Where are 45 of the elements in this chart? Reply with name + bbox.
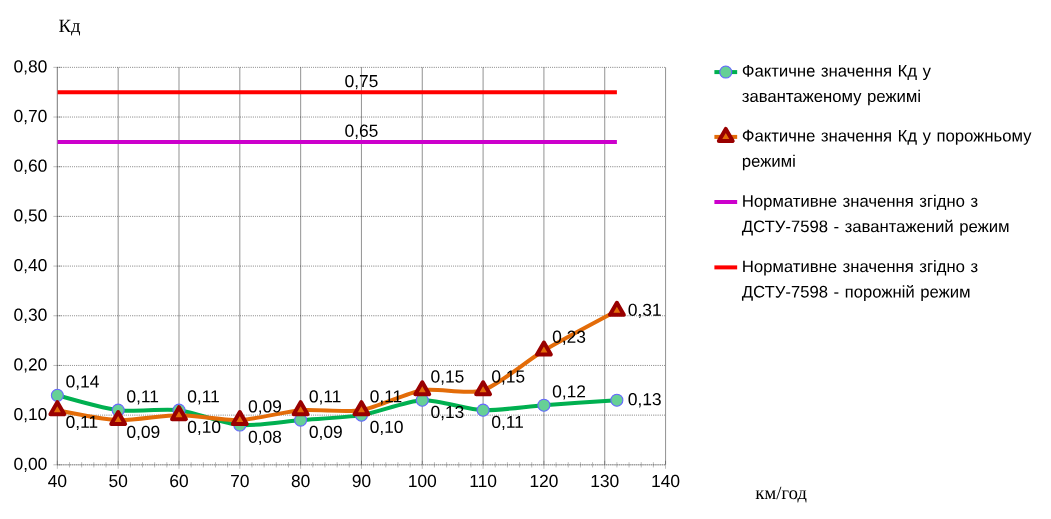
y-tick-label: 0,40 — [14, 258, 47, 274]
x-tick-label: 50 — [109, 474, 128, 488]
data-label: 0,31 — [628, 303, 661, 319]
data-label: 0,11 — [309, 390, 341, 405]
x-axis-title: км/год — [755, 486, 807, 503]
y-tick-label: 0,70 — [14, 109, 47, 125]
y-tick-label: 0,20 — [14, 358, 47, 373]
data-label: 0,75 — [345, 75, 378, 90]
data-label: 0,13 — [628, 393, 661, 408]
y-tick-label: 0,00 — [14, 457, 47, 473]
data-label: 0,09 — [127, 425, 160, 441]
data-label: 0,11 — [187, 390, 219, 405]
x-tick-label: 100 — [409, 474, 437, 488]
x-tick-label: 140 — [652, 474, 680, 488]
x-tick-label: 80 — [291, 474, 310, 488]
data-label: 0,11 — [66, 415, 98, 431]
legend-label: Нормативне значення згідно з ДСТУ-7598 - порожній режим — [741, 260, 978, 301]
data-label: 0,09 — [309, 425, 342, 441]
data-label: 0,10 — [370, 420, 403, 436]
x-tick-label: 120 — [530, 474, 558, 488]
data-label: 0,65 — [345, 124, 378, 140]
data-label: 0,11 — [492, 415, 523, 431]
x-tick-label: 40 — [48, 474, 67, 488]
legend-label: Фактичне значення Кд у завантаженому режимі — [742, 65, 931, 106]
y-tick-label: 0,30 — [14, 308, 47, 323]
y-tick-label: 0,80 — [14, 60, 47, 75]
legend-label: Нормативне значення згідно з ДСТУ-7598 - завантажений режим — [741, 194, 1009, 236]
data-label: 0,09 — [248, 400, 282, 415]
x-tick-label: 130 — [591, 474, 619, 488]
data-label: 0,12 — [552, 385, 586, 400]
x-tick-label: 60 — [170, 474, 188, 488]
y-axis-title: Кд — [59, 19, 81, 36]
data-label: 0,15 — [431, 370, 464, 385]
data-label: 0,11 — [127, 390, 159, 405]
x-tick-label: 110 — [470, 474, 497, 488]
legend-label: Фактичне значення Кд у порожньому режимі — [742, 129, 1032, 171]
x-tick-label: 70 — [231, 474, 249, 488]
data-label: 0,08 — [248, 430, 282, 446]
y-tick-label: 0,10 — [14, 408, 47, 423]
data-label: 0,13 — [431, 405, 464, 421]
data-label: 0,14 — [66, 375, 99, 390]
y-tick-label: 0,50 — [14, 209, 47, 224]
y-tick-label: 0,60 — [14, 159, 47, 174]
data-label: 0,10 — [187, 420, 221, 436]
x-tick-label: 90 — [352, 474, 371, 488]
